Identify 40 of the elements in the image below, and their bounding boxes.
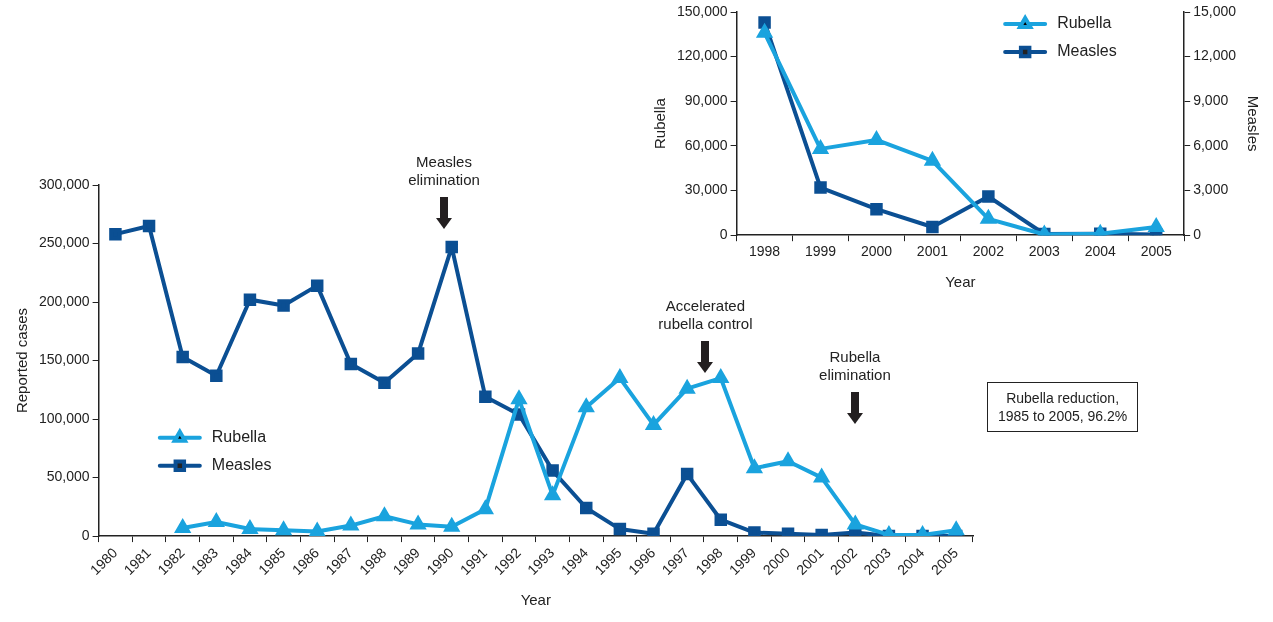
x-tick-label: 2003 [1028, 243, 1061, 260]
legend-label: Measles [211, 456, 272, 474]
y-tick-label: 60,000 [684, 136, 728, 153]
x-tick-label: 2004 [1084, 243, 1117, 260]
y2-tick-label: 3,000 [1193, 181, 1229, 198]
y-tick-label: 0 [719, 226, 728, 243]
annotation: Rubella elimination [819, 347, 891, 384]
x-tick-label: 1999 [804, 243, 837, 260]
y2-tick-label: 9,000 [1193, 92, 1229, 109]
legend-label: Measles [1057, 42, 1117, 60]
y-axis-title: Rubella [651, 97, 669, 150]
y-tick-label: 50,000 [46, 468, 90, 485]
y-tick-label: 200,000 [39, 292, 90, 309]
y-tick-label: 100,000 [39, 409, 90, 426]
y-axis-title: Reported cases [13, 308, 31, 414]
y-tick-label: 30,000 [684, 181, 728, 198]
x-tick-label: 1998 [749, 243, 781, 260]
y2-tick-label: 12,000 [1193, 47, 1237, 64]
annotation: Accelerated rubella control [658, 296, 753, 333]
y2-tick-label: 0 [1193, 226, 1202, 243]
legend-label: Rubella [1057, 14, 1112, 32]
x-axis-title: Year [945, 273, 976, 291]
x-axis-title: Year [520, 591, 551, 609]
y-tick-label: 150,000 [39, 351, 90, 368]
y-tick-label: 0 [81, 526, 90, 543]
annotation: Measles elimination [408, 153, 480, 190]
x-tick-label: 2002 [972, 243, 1005, 260]
y-tick-label: 150,000 [677, 2, 728, 19]
y-tick-label: 300,000 [39, 175, 90, 192]
y-tick-label: 250,000 [39, 234, 90, 251]
x-tick-label: 2000 [860, 243, 893, 260]
y-tick-label: 120,000 [677, 47, 728, 64]
y2-tick-label: 15,000 [1193, 2, 1237, 19]
text: Rubella reduction, 1985 to 2005, 96.2% [998, 388, 1128, 425]
y2-tick-label: 6,000 [1193, 136, 1229, 153]
x-tick-label: 2005 [1140, 243, 1172, 260]
legend-label: Rubella [211, 428, 267, 446]
y-tick-label: 90,000 [684, 92, 728, 109]
y2-axis-title: Measles [1244, 95, 1262, 152]
x-tick-label: 2001 [916, 243, 949, 260]
